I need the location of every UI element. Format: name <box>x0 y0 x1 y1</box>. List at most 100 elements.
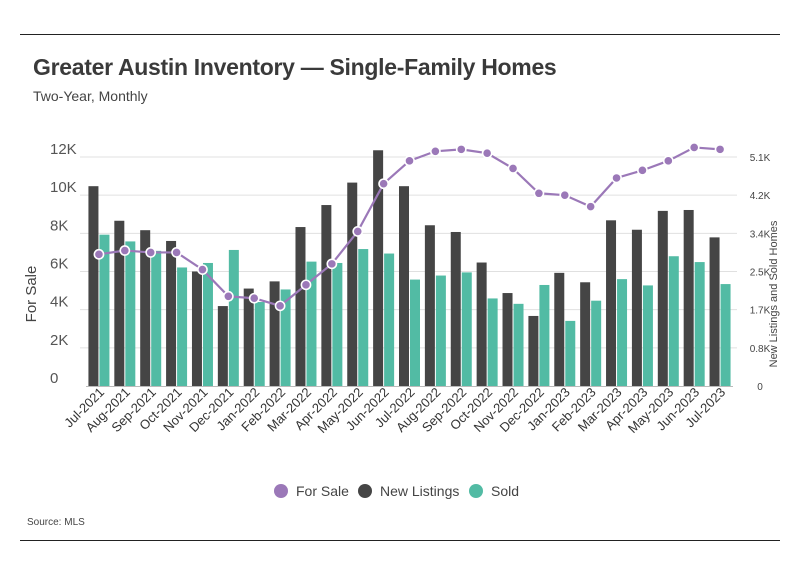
for-sale-point <box>326 258 338 270</box>
new-listings-bar <box>243 288 254 386</box>
right-tick-label: 0.8K <box>750 344 771 355</box>
sold-bar <box>617 279 628 386</box>
right-tick-label: 1.7K <box>750 306 771 317</box>
for-sale-point <box>429 145 441 157</box>
legend-sold-marker <box>469 484 483 498</box>
new-listings-bar <box>709 237 720 386</box>
for-sale-point <box>222 290 234 302</box>
top-rule <box>20 34 780 35</box>
new-listings-bar <box>424 225 435 386</box>
new-listings-bar <box>450 231 461 386</box>
sold-bar <box>591 300 602 386</box>
for-sale-point <box>352 226 364 237</box>
sold-bar <box>358 249 369 386</box>
for-sale-point <box>688 142 700 153</box>
for-sale-point <box>171 247 182 258</box>
new-listings-bar <box>580 282 591 386</box>
left-axis: 0 2K 4K 6K 8K 10K 12K <box>50 141 77 387</box>
for-sale-point <box>585 201 597 213</box>
bars <box>88 150 731 386</box>
chart-subtitle: Two-Year, Monthly <box>33 88 148 104</box>
legend-new-listings-marker <box>358 484 372 498</box>
new-listings-bar <box>217 306 228 386</box>
for-sale-point <box>197 264 208 275</box>
for-sale-point <box>300 279 312 291</box>
new-listings-bar <box>191 271 202 386</box>
sold-bar <box>254 302 265 386</box>
left-tick-label: 12K <box>50 141 77 158</box>
for-sale-point <box>611 172 622 184</box>
for-sale-point <box>93 248 105 260</box>
new-listings-bar <box>114 220 125 386</box>
for-sale-point <box>145 247 157 258</box>
legend-new-listings-label: New Listings <box>380 483 459 499</box>
new-listings-bar <box>683 209 694 386</box>
sold-bar <box>228 249 239 386</box>
sold-bar <box>565 320 576 386</box>
for-sale-point <box>404 155 415 167</box>
sold-bar <box>202 262 213 386</box>
x-axis: Jul-2021Aug-2021Sep-2021Oct-2021Nov-2021… <box>61 385 733 436</box>
right-tick-label: 3.4K <box>750 229 771 240</box>
legend-sold-label: Sold <box>491 483 519 499</box>
new-listings-bar <box>631 229 642 386</box>
sold-bar <box>487 298 498 386</box>
sold-bar <box>435 275 446 386</box>
left-tick-label: 6K <box>50 256 68 273</box>
new-listings-bar <box>476 262 487 386</box>
new-listings-bar <box>88 186 99 386</box>
sold-bar <box>694 262 705 386</box>
for-sale-line <box>93 142 726 312</box>
for-sale-point <box>481 147 493 159</box>
for-sale-point <box>533 187 545 199</box>
for-sale-point <box>714 143 726 155</box>
sold-bar <box>280 289 291 386</box>
right-tick-label: 2.5K <box>750 268 771 279</box>
new-listings-bar <box>321 205 332 386</box>
source-note: Source: MLS <box>27 517 85 528</box>
new-listings-bar <box>528 315 539 386</box>
sold-bar <box>177 267 188 386</box>
new-listings-bar <box>295 227 306 386</box>
for-sale-point <box>637 164 648 176</box>
new-listings-bar <box>166 240 177 386</box>
new-listings-bar <box>502 293 513 386</box>
for-sale-point <box>378 178 390 190</box>
new-listings-bar <box>657 210 668 386</box>
left-tick-label: 10K <box>50 179 77 196</box>
right-tick-label: 5.1K <box>750 153 771 164</box>
for-sale-point <box>455 143 467 155</box>
sold-bar <box>720 284 731 386</box>
left-tick-label: 8K <box>50 217 68 234</box>
for-sale-point <box>274 300 286 312</box>
sold-bar <box>410 279 420 386</box>
sold-bar <box>99 234 110 386</box>
sold-bar <box>306 261 317 386</box>
for-sale-point <box>559 189 571 201</box>
sold-bar <box>668 256 679 386</box>
sold-bar <box>151 250 162 386</box>
right-tick-label: 0 <box>757 382 763 393</box>
right-axis-label: New Listings and Sold Homes <box>768 220 780 367</box>
for-sale-point <box>507 163 519 174</box>
legend: For Sale New Listings Sold <box>274 483 519 499</box>
left-axis-label: For Sale <box>23 266 40 323</box>
new-listings-bar <box>373 150 384 386</box>
left-tick-label: 0 <box>50 370 58 387</box>
new-listings-bar <box>606 220 617 386</box>
new-listings-bar <box>140 230 151 386</box>
sold-bar <box>642 285 653 386</box>
for-sale-point <box>119 245 131 256</box>
legend-for-sale-marker <box>274 484 288 498</box>
right-tick-label: 4.2K <box>750 191 771 202</box>
sold-bar <box>125 241 136 386</box>
legend-for-sale-label: For Sale <box>296 483 349 499</box>
left-tick-label: 4K <box>50 294 68 311</box>
sold-bar <box>539 284 550 386</box>
sold-bar <box>461 272 472 386</box>
left-tick-label: 2K <box>50 332 68 349</box>
new-listings-bar <box>347 182 358 386</box>
for-sale-point <box>662 155 674 167</box>
sold-bar <box>513 303 524 386</box>
